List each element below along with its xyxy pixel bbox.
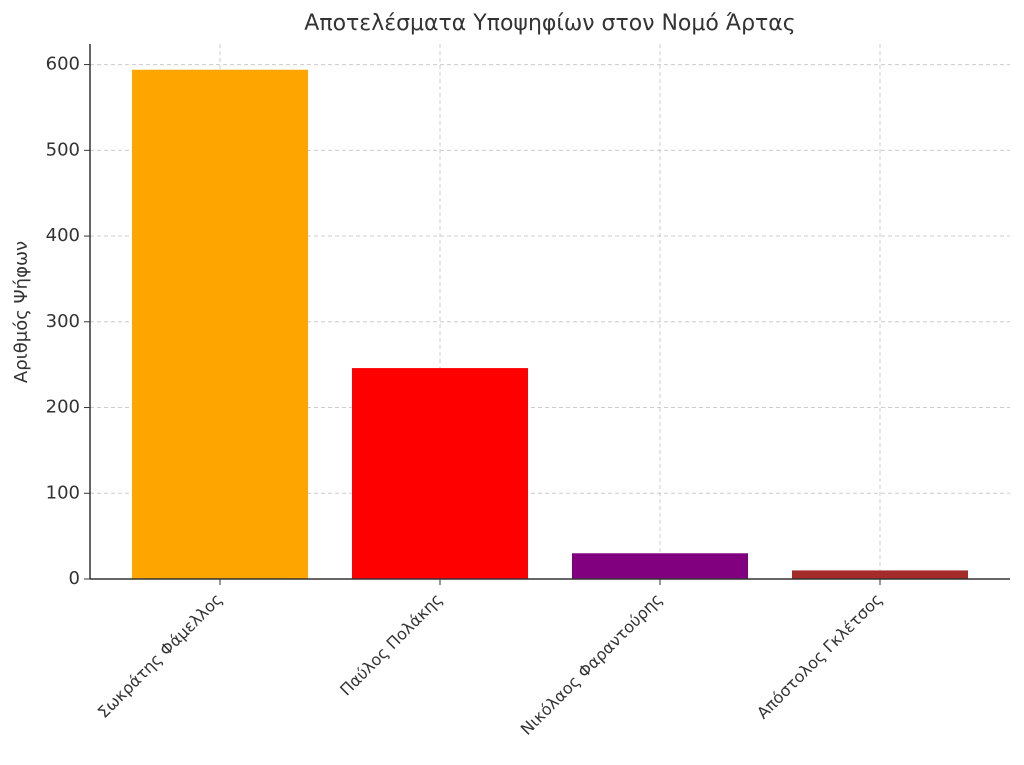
y-tick-label: 0 (69, 568, 80, 589)
y-tick-label: 500 (46, 139, 80, 160)
y-axis-label: Αριθμός Ψήφων (11, 241, 32, 383)
x-tick-label: Παύλος Πολάκης (336, 590, 446, 700)
y-tick-label: 600 (46, 54, 80, 75)
bar (352, 368, 528, 579)
y-tick-label: 200 (46, 397, 80, 418)
bar (792, 570, 968, 579)
x-tick-label: Απόστολος Γκλέτσος (753, 590, 886, 723)
x-tick-label: Νικόλαος Φαραντούρης (517, 590, 666, 739)
y-tick-label: 300 (46, 311, 80, 332)
bar (132, 69, 308, 579)
y-tick-label: 100 (46, 482, 80, 503)
bar (572, 553, 748, 579)
x-tick-label: Σωκράτης Φάμελλος (94, 590, 226, 722)
chart-title: Αποτελέσματα Υποψηφίων στον Νομό Άρτας (304, 11, 795, 36)
y-tick-label: 400 (46, 225, 80, 246)
